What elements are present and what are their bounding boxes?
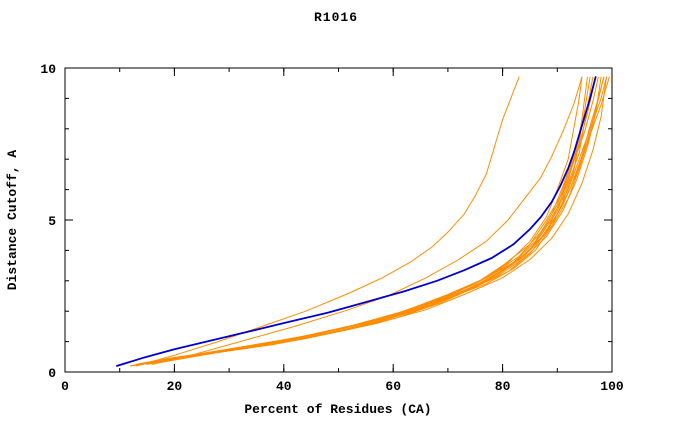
- y-tick-label: 5: [48, 214, 56, 229]
- orange-model-8: [135, 76, 602, 365]
- x-axis-label: Percent of Residues (CA): [244, 402, 431, 417]
- x-tick-label: 60: [385, 379, 401, 394]
- x-tick-label: 20: [167, 379, 183, 394]
- blue-reference-curve: [116, 76, 597, 367]
- axes-layer: 0 20 40 60 80 100 0 5 10: [40, 62, 624, 394]
- orange-model-13: [130, 76, 607, 367]
- orange-model-12: [157, 76, 610, 362]
- x-tick-label: 80: [495, 379, 511, 394]
- y-tick-label: 10: [40, 62, 56, 77]
- y-axis-label: Distance Cutoff, A: [5, 150, 20, 291]
- y-tick-label: 0: [48, 366, 56, 381]
- orange-model-7: [163, 76, 597, 362]
- x-tick-label: 0: [61, 379, 69, 394]
- orange-model-6: [141, 76, 599, 365]
- chart-title: R1016: [314, 10, 358, 25]
- orange-outlier-2: [152, 76, 583, 365]
- orange-model-3: [157, 76, 583, 364]
- x-tick-label: 40: [276, 379, 292, 394]
- x-tick-label: 100: [600, 379, 624, 394]
- orange-outlier-1: [135, 76, 520, 367]
- series-layer: [116, 76, 610, 367]
- plot-border: [64, 67, 613, 373]
